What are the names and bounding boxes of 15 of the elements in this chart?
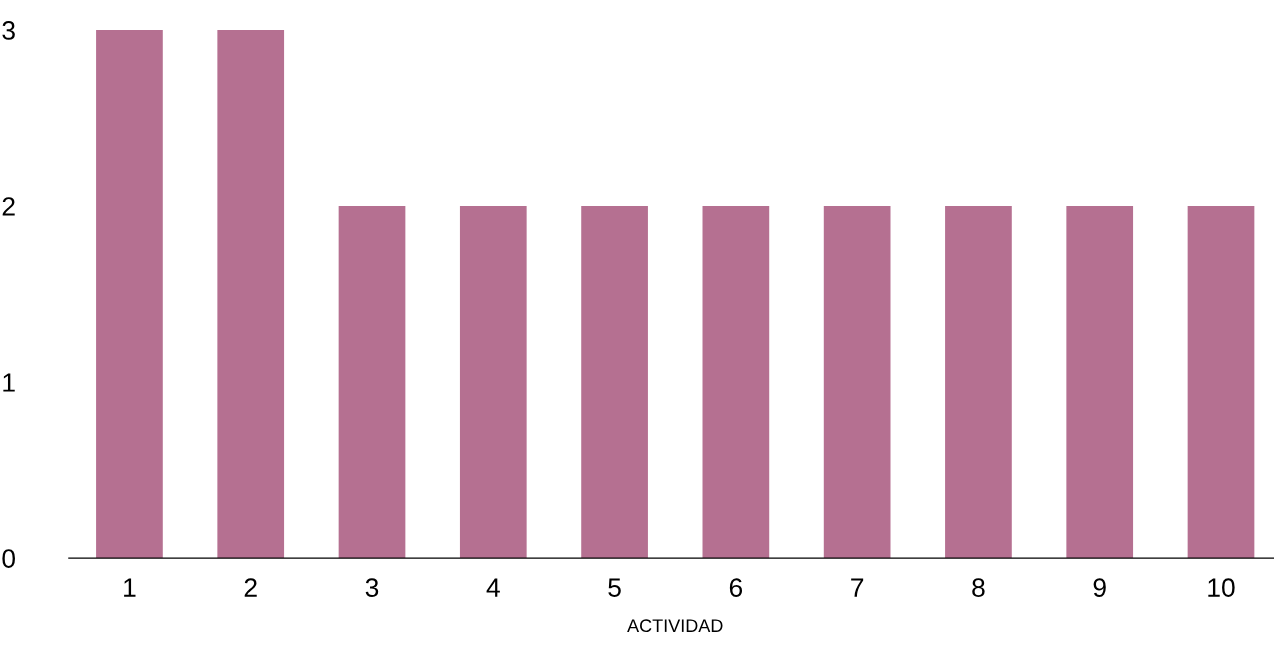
- y-tick-label: 1: [3, 373, 15, 392]
- x-tick-label: 2: [244, 578, 257, 597]
- x-tick-label: 5: [608, 578, 621, 597]
- x-tick-label: 9: [1093, 578, 1106, 597]
- y-tick-label: 3: [2, 21, 15, 40]
- x-tick-label: 6: [729, 578, 743, 597]
- x-tick-label: 7: [851, 578, 864, 597]
- x-tick-label: 1: [124, 578, 136, 597]
- y-tick-label: 0: [2, 549, 15, 568]
- x-tick-label: 4: [486, 578, 500, 597]
- x-tick-label: 3: [365, 578, 379, 597]
- x-axis-title: ACTIVIDAD: [627, 619, 723, 633]
- x-tick-label: 10: [1208, 578, 1235, 597]
- y-tick-label: 2: [2, 197, 15, 216]
- x-tick-label: 8: [972, 578, 985, 597]
